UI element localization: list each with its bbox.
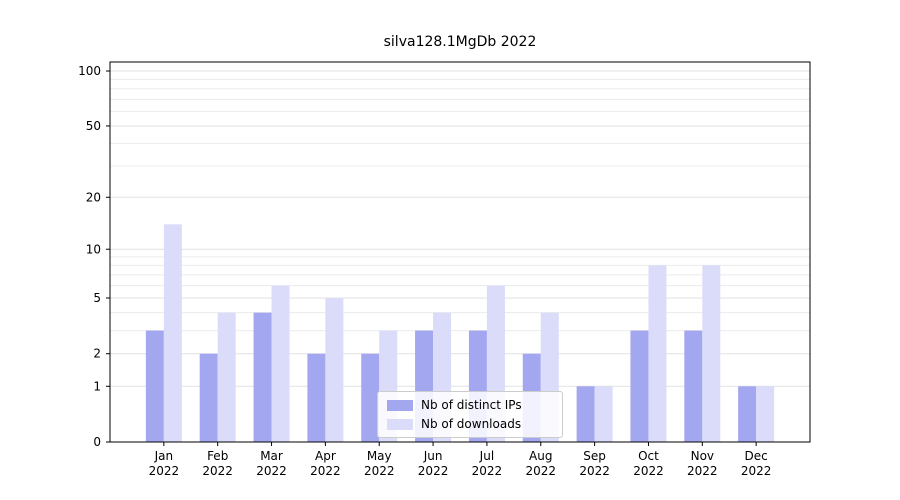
x-tick-label-year: 2022 <box>418 464 449 478</box>
x-tick-label-month: Sep <box>583 449 606 463</box>
y-tick-label: 100 <box>78 64 101 78</box>
bar-nb-of-distinct-ips-dec <box>738 386 757 442</box>
bar-nb-of-distinct-ips-may <box>361 353 380 442</box>
x-tick-label-year: 2022 <box>310 464 341 478</box>
bar-nb-of-downloads-dec <box>756 386 775 442</box>
x-tick-label-month: Nov <box>691 449 714 463</box>
y-tick-label: 2 <box>93 347 101 361</box>
x-tick-label-year: 2022 <box>579 464 610 478</box>
bar-nb-of-downloads-sep <box>594 386 613 442</box>
bar-nb-of-distinct-ips-mar <box>253 312 272 442</box>
bar-nb-of-distinct-ips-jan <box>145 330 164 442</box>
bar-nb-of-downloads-jan <box>163 224 182 442</box>
x-tick-label-month: Oct <box>638 449 659 463</box>
bar-nb-of-downloads-mar <box>271 285 290 442</box>
y-tick-label: 20 <box>86 190 101 204</box>
x-tick-label-year: 2022 <box>149 464 180 478</box>
x-tick-label-month: May <box>367 449 392 463</box>
bar-nb-of-downloads-nov <box>702 265 721 442</box>
x-tick-label-year: 2022 <box>364 464 395 478</box>
x-tick-label-year: 2022 <box>256 464 287 478</box>
x-tick-label-month: Aug <box>529 449 552 463</box>
x-tick-label-year: 2022 <box>202 464 233 478</box>
chart-title: silva128.1MgDb 2022 <box>383 34 537 50</box>
y-tick-label: 1 <box>93 379 101 393</box>
x-tick-label-month: Apr <box>315 449 336 463</box>
x-tick-label-month: Mar <box>260 449 283 463</box>
bar-nb-of-distinct-ips-nov <box>684 330 703 442</box>
y-tick-label: 5 <box>93 291 101 305</box>
x-tick-label-month: Jul <box>479 449 494 463</box>
legend-swatch-downloads <box>387 418 413 430</box>
y-tick-label: 10 <box>86 242 101 256</box>
bar-nb-of-distinct-ips-feb <box>199 353 218 442</box>
bar-nb-of-downloads-feb <box>217 312 236 442</box>
legend-swatch-distinct-ips <box>387 399 413 411</box>
legend: Nb of distinct IPs Nb of downloads <box>377 391 563 438</box>
bar-nb-of-downloads-apr <box>325 297 344 442</box>
legend-label-downloads: Nb of downloads <box>421 417 522 431</box>
bar-nb-of-distinct-ips-oct <box>630 330 649 442</box>
x-tick-label-year: 2022 <box>687 464 718 478</box>
bar-nb-of-distinct-ips-apr <box>307 353 326 442</box>
y-tick-label: 50 <box>86 119 101 133</box>
bar-nb-of-distinct-ips-sep <box>576 386 595 442</box>
legend-item-downloads: Nb of downloads <box>387 417 553 431</box>
x-tick-label-year: 2022 <box>741 464 772 478</box>
y-tick-label: 0 <box>93 435 101 449</box>
x-tick-label-month: Jan <box>154 449 174 463</box>
legend-item-distinct-ips: Nb of distinct IPs <box>387 398 553 412</box>
x-tick-label-month: Jun <box>423 449 443 463</box>
x-tick-label-month: Dec <box>745 449 768 463</box>
legend-label-distinct-ips: Nb of distinct IPs <box>421 398 522 412</box>
x-tick-label-year: 2022 <box>472 464 503 478</box>
x-tick-label-year: 2022 <box>525 464 556 478</box>
x-tick-label-month: Feb <box>207 449 228 463</box>
x-tick-label-year: 2022 <box>633 464 664 478</box>
bar-nb-of-downloads-oct <box>648 265 667 442</box>
plot-border <box>109 61 811 443</box>
